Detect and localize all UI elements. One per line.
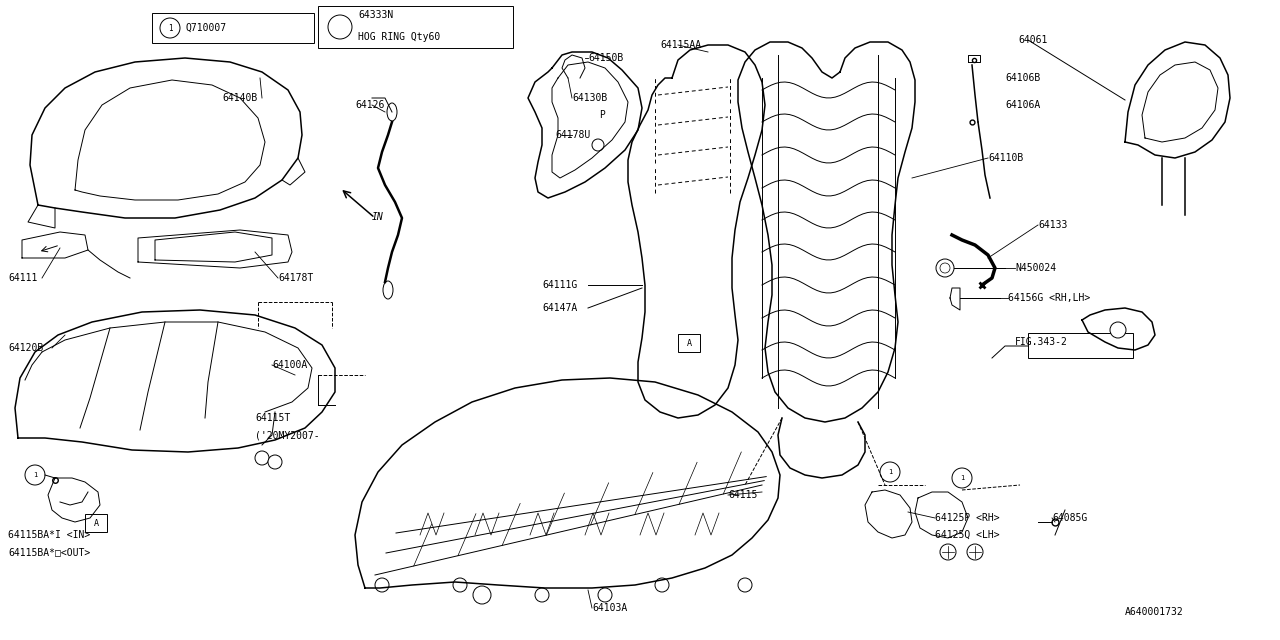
Text: 64111G: 64111G [541, 280, 577, 290]
Text: 64333N: 64333N [358, 10, 393, 20]
Text: Q710007: Q710007 [186, 23, 227, 33]
Text: 64115BA*□<OUT>: 64115BA*□<OUT> [8, 547, 91, 557]
Circle shape [1110, 322, 1126, 338]
Text: 64115BA*I <IN>: 64115BA*I <IN> [8, 530, 91, 540]
Text: IN: IN [372, 212, 384, 222]
Text: 64125Q <LH>: 64125Q <LH> [934, 530, 1000, 540]
Text: 64100A: 64100A [273, 360, 307, 370]
Text: 64085G: 64085G [1052, 513, 1087, 523]
Bar [317, 6, 513, 48]
Text: 64110B: 64110B [988, 153, 1023, 163]
Bar [84, 514, 108, 532]
Text: 64106A: 64106A [1005, 100, 1041, 110]
Circle shape [535, 588, 549, 602]
Ellipse shape [383, 281, 393, 299]
Text: 64156G <RH,LH>: 64156G <RH,LH> [1009, 293, 1091, 303]
Text: 64061: 64061 [1018, 35, 1047, 45]
Text: 64126: 64126 [355, 100, 384, 110]
Text: 64115AA: 64115AA [660, 40, 701, 50]
Circle shape [453, 578, 467, 592]
Text: N450024: N450024 [1015, 263, 1056, 273]
Text: 64140B: 64140B [221, 93, 257, 103]
Circle shape [952, 468, 972, 488]
Text: P: P [599, 110, 605, 120]
Circle shape [940, 544, 956, 560]
Text: A: A [93, 518, 99, 527]
Text: 64150B: 64150B [588, 53, 623, 63]
Circle shape [255, 451, 269, 465]
Text: 64125P <RH>: 64125P <RH> [934, 513, 1000, 523]
Text: 64106B: 64106B [1005, 73, 1041, 83]
Circle shape [739, 578, 753, 592]
Text: 64115T: 64115T [255, 413, 291, 423]
Text: 64178U: 64178U [556, 130, 590, 140]
Bar [152, 13, 314, 43]
Circle shape [940, 263, 950, 273]
Text: 64133: 64133 [1038, 220, 1068, 230]
Text: 64147A: 64147A [541, 303, 577, 313]
Circle shape [593, 139, 604, 151]
Bar [678, 334, 700, 352]
Text: 64115: 64115 [728, 490, 758, 500]
Circle shape [598, 588, 612, 602]
Circle shape [268, 455, 282, 469]
Circle shape [881, 462, 900, 482]
Circle shape [328, 15, 352, 39]
Circle shape [655, 578, 669, 592]
Bar [1028, 333, 1133, 358]
Text: 64130B: 64130B [572, 93, 607, 103]
Circle shape [26, 465, 45, 485]
Text: A640001732: A640001732 [1125, 607, 1184, 617]
Circle shape [966, 544, 983, 560]
Text: 64120B: 64120B [8, 343, 44, 353]
Circle shape [936, 259, 954, 277]
Text: 1: 1 [888, 469, 892, 475]
Circle shape [474, 586, 492, 604]
Text: 1: 1 [168, 24, 173, 33]
Text: A: A [686, 339, 691, 348]
Ellipse shape [387, 103, 397, 121]
Text: HOG RING Qty60: HOG RING Qty60 [358, 32, 440, 42]
Text: 1: 1 [960, 475, 964, 481]
Text: FIG.343-2: FIG.343-2 [1015, 337, 1068, 347]
Text: 64111: 64111 [8, 273, 37, 283]
Circle shape [375, 578, 389, 592]
Text: 64178T: 64178T [278, 273, 314, 283]
Text: 64103A: 64103A [593, 603, 627, 613]
Text: ('20MY2007-: ('20MY2007- [255, 430, 320, 440]
Text: 1: 1 [33, 472, 37, 478]
Circle shape [160, 18, 180, 38]
